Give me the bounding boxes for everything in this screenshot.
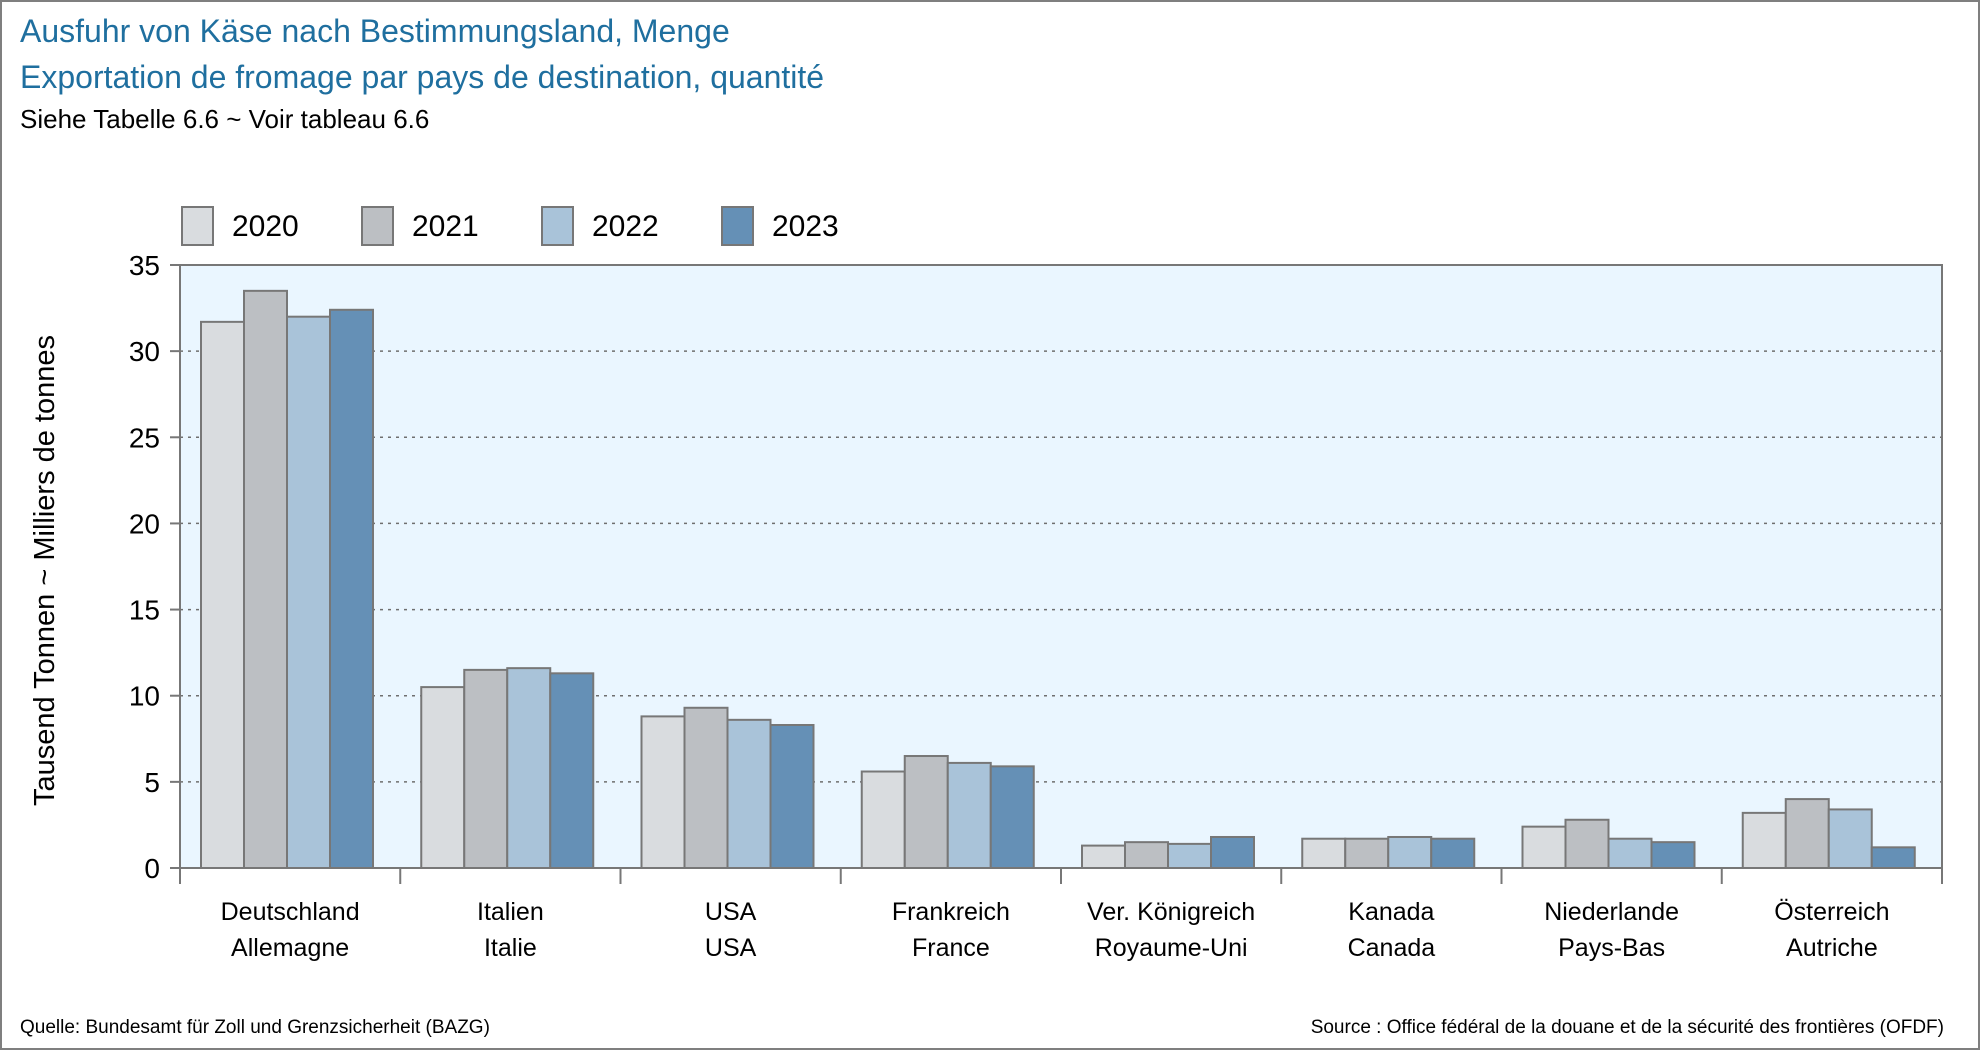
bar-2023 [1650, 841, 1696, 870]
category-label-fr: Royaume-Uni [1095, 934, 1248, 962]
legend-swatch-2023 [721, 206, 754, 246]
bar-2020 [1741, 811, 1787, 870]
legend-label-2021: 2021 [412, 210, 479, 243]
bar-2022 [726, 718, 772, 869]
category-label-fr: USA [705, 934, 757, 962]
category-label-de: Kanada [1348, 898, 1434, 926]
bar-2020 [640, 715, 686, 869]
legend-swatch-2021 [361, 206, 394, 246]
category-label-fr: Pays-Bas [1558, 934, 1665, 962]
y-tick-label: 35 [129, 250, 160, 281]
bar-2023 [549, 672, 595, 869]
bar-2022 [1827, 808, 1873, 869]
bar-2022 [1607, 837, 1653, 869]
bar-2023 [769, 724, 815, 870]
category-label-de: Deutschland [221, 898, 360, 926]
bar-2023 [1870, 846, 1916, 870]
y-tick-label: 25 [129, 422, 160, 453]
bar-2023 [989, 765, 1035, 870]
y-axis-title: Tausend Tonnen ~ Milliers de tonnes [29, 335, 61, 806]
category-label-de: Österreich [1774, 898, 1889, 926]
bar-2022 [1167, 842, 1212, 870]
bar-2021 [903, 755, 949, 869]
bar-2021 [243, 289, 288, 870]
category-label-fr: France [912, 934, 990, 962]
source-note-german: Quelle: Bundesamt für Zoll und Grenzsich… [20, 1017, 490, 1038]
bar-2021 [1344, 837, 1390, 869]
legend-label-2023: 2023 [772, 210, 839, 243]
bar-2023 [1210, 835, 1255, 870]
bar-2020 [200, 320, 245, 869]
y-tick-label: 5 [144, 767, 160, 798]
bar-2020 [1521, 825, 1567, 869]
source-note-french: Source : Office fédéral de la douane et … [1310, 1017, 1944, 1038]
chart-title-french: Exportation de fromage par pays de desti… [20, 59, 825, 95]
category-label-de: Niederlande [1544, 898, 1679, 926]
legend-swatch-2022 [541, 206, 574, 246]
chart-subtitle: Siehe Tabelle 6.6 ~ Voir tableau 6.6 [20, 104, 430, 134]
bar-2020 [1081, 844, 1126, 869]
bar-2022 [286, 315, 331, 869]
bar-2020 [1301, 837, 1347, 869]
category-label-de: Ver. Königreich [1087, 898, 1255, 926]
category-label-fr: Italie [484, 934, 537, 962]
bar-2021 [1564, 818, 1610, 870]
category-label-de: Frankreich [892, 898, 1010, 926]
bar-2021 [1784, 798, 1830, 869]
category-label-fr: Canada [1348, 934, 1436, 962]
legend-label-2020: 2020 [232, 210, 299, 243]
chart-title-german: Ausfuhr von Käse nach Bestimmungsland, M… [20, 13, 730, 49]
bar-2020 [420, 686, 466, 869]
bar-2023 [329, 308, 374, 869]
category-label-fr: Allemagne [231, 934, 349, 962]
category-label-fr: Autriche [1786, 934, 1878, 962]
y-tick-label: 0 [144, 853, 160, 884]
y-tick-label: 20 [129, 508, 160, 539]
y-tick-label: 10 [129, 681, 160, 712]
legend-swatch-2020 [181, 206, 214, 246]
category-label-de: Italien [477, 898, 544, 926]
bar-2021 [463, 668, 509, 869]
bar-2022 [946, 761, 992, 869]
category-label-de: USA [705, 898, 757, 926]
bar-2022 [1387, 835, 1433, 870]
legend-label-2022: 2022 [592, 210, 659, 243]
bar-2020 [860, 770, 906, 870]
bar-2023 [1430, 837, 1476, 869]
bar-2022 [506, 667, 552, 869]
bar-2021 [1124, 841, 1169, 870]
y-tick-label: 15 [129, 595, 160, 626]
bar-2021 [683, 706, 729, 869]
y-tick-label: 30 [129, 336, 160, 367]
